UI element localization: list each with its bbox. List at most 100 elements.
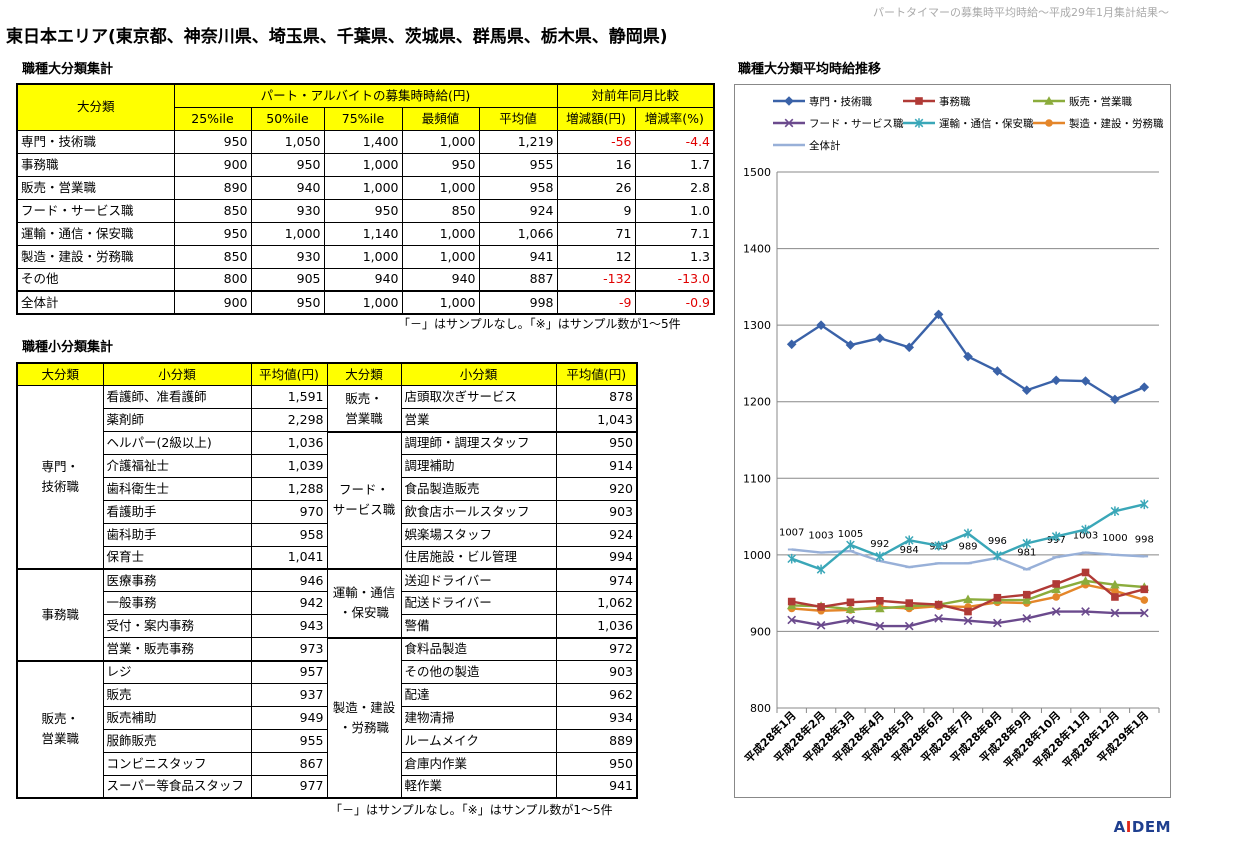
subcategory-name: 看護助手 — [102, 499, 252, 524]
subcategory-avg: 1,062 — [555, 591, 638, 616]
cell-rate: -13.0 — [634, 267, 715, 292]
category-name: フード・サービス職 — [16, 198, 175, 223]
subcategory-name: 送迎ドライバー — [400, 568, 557, 593]
cell-rate: -4.4 — [634, 129, 715, 154]
cell-avg: 1,066 — [478, 221, 558, 246]
subcategory-name: 看護師、准看護師 — [102, 385, 252, 410]
cell-diff: 9 — [556, 198, 636, 223]
subcategory-name: 受付・案内事務 — [102, 614, 252, 639]
subcategory-avg: 1,036 — [555, 614, 638, 639]
point — [787, 615, 797, 625]
point — [904, 535, 914, 546]
chart-title: 職種大分類平均時給推移 — [738, 62, 882, 77]
group-name: 販売・ 営業職 — [326, 385, 402, 433]
cell-diff: 16 — [556, 152, 636, 177]
y-tick-label: 900 — [750, 625, 771, 638]
group-label: 事務職 — [41, 606, 79, 622]
group-label: 運輸・通信 ・保安職 — [332, 585, 396, 621]
header-wage: パート・アルバイトの募集時時給(円) — [173, 83, 558, 108]
point — [875, 621, 885, 631]
col-header: 25%ile — [173, 106, 252, 131]
series-0 — [786, 309, 1150, 405]
table-row: 販売・営業職 890 940 1,000 1,000 958 26 2.8 — [16, 175, 715, 200]
group-name: 製造・建設 ・労務職 — [326, 636, 402, 799]
major-category-table: 大分類 パート・アルバイトの募集時時給(円) 対前年同月比較 25%ile 50%… — [16, 83, 716, 315]
cell-avg: 924 — [478, 198, 558, 223]
cell-rate: 1.7 — [634, 152, 715, 177]
major-section-title: 職種大分類集計 — [22, 62, 114, 77]
subcategory-avg: 1,041 — [250, 545, 328, 570]
category-name: 製造・建設・労務職 — [16, 244, 175, 269]
legend-item: 運輸・通信・保安職 — [903, 117, 1034, 130]
table-row: 看護助手 970 飲食店ホールスタッフ 903 — [17, 499, 638, 524]
cell-p75: 1,000 — [323, 290, 403, 315]
subcategory-avg: 943 — [250, 614, 328, 639]
point — [875, 551, 885, 562]
point — [933, 309, 944, 320]
table-row: その他 800 905 940 940 887 -132 -13.0 — [16, 267, 715, 292]
subcategory-avg: 946 — [250, 568, 328, 593]
cell-rate: -0.9 — [634, 290, 715, 315]
legend-label: 事務職 — [939, 95, 971, 108]
point — [816, 620, 826, 630]
cell-p50: 1,050 — [250, 129, 325, 154]
y-tick-label: 1200 — [743, 396, 771, 409]
col-header: 75%ile — [323, 106, 403, 131]
y-tick-label: 1100 — [743, 472, 771, 485]
subcategory-avg: 974 — [555, 568, 638, 593]
series-1 — [787, 568, 1149, 616]
table-row: 全体計 900 950 1,000 1,000 998 -9 -0.9 — [16, 290, 715, 315]
cell-p25: 850 — [173, 198, 252, 223]
point — [875, 333, 885, 343]
subcategory-name: 一般事務 — [102, 591, 252, 616]
point — [1044, 96, 1054, 105]
cell-mode: 940 — [401, 267, 480, 292]
y-tick-label: 1300 — [743, 319, 771, 332]
data-label: 996 — [988, 536, 1007, 547]
legend-label: 運輸・通信・保安職 — [939, 117, 1034, 130]
cell-mode: 1,000 — [401, 129, 480, 154]
subcategory-avg: 972 — [555, 636, 638, 662]
subcategory-avg: 949 — [250, 705, 328, 730]
data-label: 1005 — [838, 529, 863, 540]
legend-item: 専門・技術職 — [773, 95, 872, 108]
table-row: 製造・建設・労務職 850 930 1,000 1,000 941 12 1.3 — [16, 244, 715, 269]
cell-mode: 1,000 — [401, 290, 480, 315]
aidem-logo: AIDEM — [1113, 818, 1171, 836]
subcategory-name: 調理補助 — [400, 454, 557, 478]
point — [846, 615, 855, 625]
subcategory-name: ルームメイク — [400, 728, 557, 753]
point — [1139, 608, 1149, 618]
point — [1021, 385, 1032, 396]
subcategory-avg: 970 — [250, 499, 328, 524]
cell-rate: 7.1 — [634, 221, 715, 246]
group-label: 販売・ 営業職 — [345, 390, 383, 426]
point — [1051, 584, 1061, 594]
point — [963, 594, 973, 604]
subcategory-name: 配送ドライバー — [400, 591, 557, 616]
subcategory-avg: 973 — [250, 637, 328, 662]
subcategory-avg: 950 — [555, 751, 638, 776]
cell-p75: 940 — [323, 267, 403, 292]
point — [1022, 538, 1032, 549]
minor-table-note: 「－」はサンプルなし。「※」はサンプル数が1～5件 — [330, 803, 613, 817]
col-header: 増減率(%) — [634, 106, 715, 131]
subcategory-name: その他の製造 — [400, 660, 557, 684]
header-minor-right: 小分類 — [400, 362, 557, 387]
group-label: 製造・建設 ・労務職 — [332, 699, 396, 735]
subcategory-avg: 2,298 — [250, 408, 328, 433]
table-row: ヘルパー(2級以上) 1,036 フード・ サービス職 調理師・調理スタッフ 950 — [17, 430, 638, 570]
point — [934, 614, 943, 623]
cell-mode: 1,000 — [401, 175, 480, 200]
subcategory-name: スーパー等食品スタッフ — [102, 774, 252, 799]
point — [993, 550, 1002, 561]
data-label: 989 — [958, 541, 977, 552]
point — [784, 96, 794, 106]
subcategory-avg: 942 — [250, 591, 328, 616]
subcategory-name: 医療事務 — [102, 568, 252, 593]
point — [1140, 585, 1149, 594]
subcategory-avg: 920 — [555, 476, 638, 501]
cell-avg: 941 — [478, 244, 558, 269]
category-name: 専門・技術職 — [16, 129, 175, 154]
cell-p75: 1,000 — [323, 175, 403, 200]
